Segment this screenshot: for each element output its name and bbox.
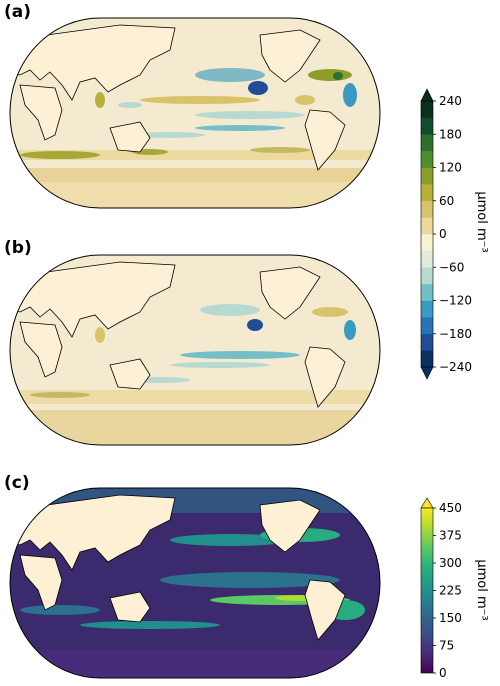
colorbar-seq-tick-label: 150 (439, 611, 462, 625)
colorbar-div-segment (421, 317, 433, 335)
colorbar-div-tick-label: −60 (439, 260, 464, 274)
colorbar-diverging: 240 180 120 60 0 −60 −120 −180 −240 (420, 88, 472, 380)
colorbar-div-segment (421, 217, 433, 235)
colorbar-div-tick-label: 0 (439, 227, 447, 241)
colorbar-seq-tick-label: 300 (439, 556, 462, 570)
colorbar-div-segment (421, 250, 433, 268)
colorbar-div-segment (421, 117, 433, 135)
colorbar-div-extend-bottom (420, 366, 434, 380)
colorbar-div-segment (421, 150, 433, 168)
colorbar-seq-bar (420, 507, 434, 674)
colorbar-div-segment (421, 234, 433, 251)
panel-label-b: (b) (4, 238, 32, 258)
colorbar-seq-tick-label: 75 (439, 639, 454, 653)
colorbar-div-tick-label: 180 (439, 127, 462, 141)
colorbar-seq-tick-label: 375 (439, 529, 462, 543)
colorbar-div-tick-label: 60 (439, 194, 454, 208)
colorbar-div-segment (421, 267, 433, 285)
colorbar-div-segment (421, 167, 433, 185)
colorbar-div-segment (421, 101, 433, 118)
colorbar-div-tick-label: −120 (439, 294, 472, 308)
colorbar-seq-extend-arrow (420, 497, 434, 509)
colorbar-seq-unit: μmol m⁻³ (474, 559, 489, 620)
colorbar-div-segment (421, 200, 433, 218)
colorbar-div-tick-label: 120 (439, 161, 462, 175)
panel-label-c: (c) (4, 473, 30, 493)
colorbar-div-segment (421, 300, 433, 318)
colorbar-div-segment (421, 184, 433, 202)
colorbar-div-segment (421, 283, 433, 301)
colorbar-div-tick-label: −180 (439, 327, 472, 341)
colorbar-div-tick-label: −240 (439, 360, 472, 374)
map-panel-a (9, 17, 381, 209)
colorbar-div-segment (421, 333, 433, 351)
map-panel-b (9, 254, 381, 446)
colorbar-div-extend-top (420, 88, 434, 102)
map-panel-c (9, 487, 381, 679)
globe-outline (9, 17, 381, 209)
colorbar-seq-tick-label: 450 (439, 501, 462, 515)
colorbar-div-segment (421, 350, 433, 368)
colorbar-div-tick-label: 240 (439, 94, 462, 108)
panel-label-a: (a) (4, 2, 32, 22)
colorbar-seq-tick-label: 0 (439, 666, 447, 680)
colorbar-sequential (420, 497, 434, 674)
colorbar-div-segment (421, 134, 433, 152)
colorbar-seq-tick-label: 225 (439, 584, 462, 598)
colorbar-div-unit: μmol m⁻³ (474, 191, 489, 252)
